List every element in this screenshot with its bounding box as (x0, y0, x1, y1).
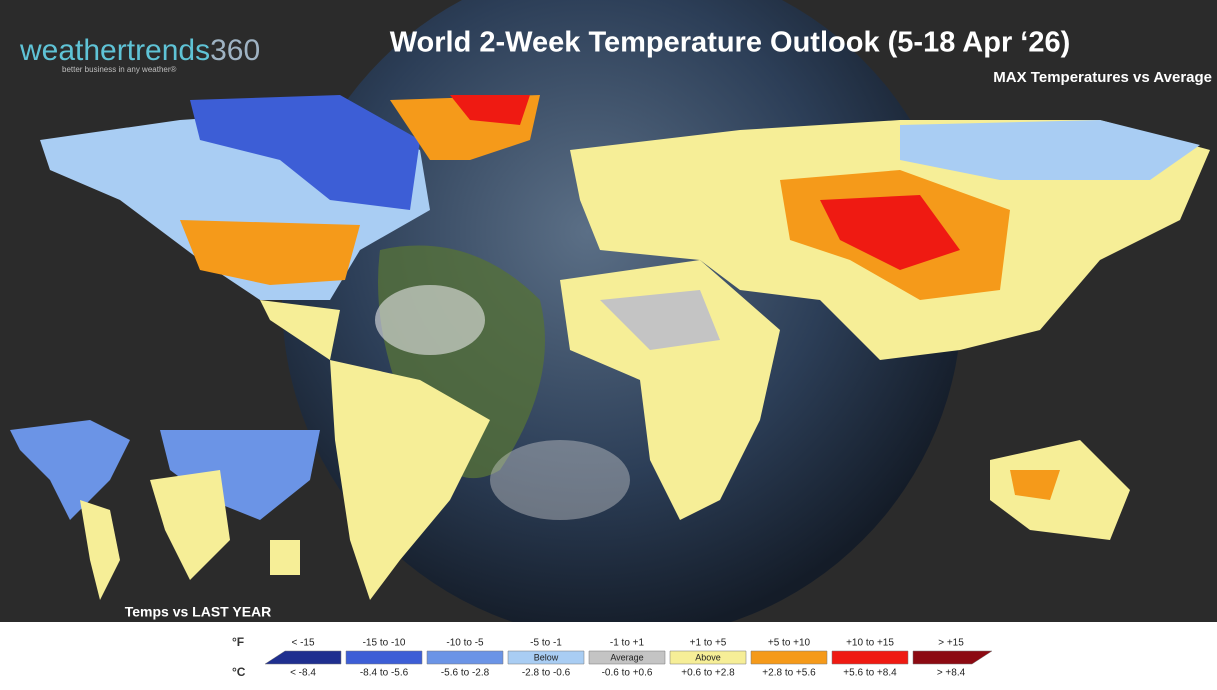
region (160, 430, 320, 520)
legend-swatch (912, 650, 993, 665)
legend-class-label: Average (610, 652, 643, 662)
region (260, 300, 340, 360)
region (450, 95, 530, 125)
region (1010, 470, 1060, 500)
legend-c-label: > +8.4 (937, 668, 966, 679)
region (190, 95, 420, 210)
legend-class-label: Below (534, 652, 559, 662)
legend-f-label: -15 to -10 (363, 638, 406, 649)
legend-swatch (507, 650, 585, 665)
legend: < -15 < -8.4 -15 to -10 -8.4 to -5.6 -10 to … (264, 638, 993, 679)
legend-f-label: +5 to +10 (768, 638, 811, 649)
legend-swatch (345, 650, 423, 665)
inset-label: Temps vs LAST YEAR (125, 604, 272, 620)
region (600, 290, 720, 350)
logo-tagline: better business in any weather® (62, 65, 177, 74)
legend-swatch (669, 650, 747, 665)
region (10, 420, 130, 520)
legend-swatch (264, 650, 342, 665)
logo: weathertrends360 (19, 34, 260, 67)
legend-f-label: -1 to +1 (610, 638, 645, 649)
inset-map (10, 420, 320, 600)
legend-c-label: -8.4 to -5.6 (360, 668, 409, 679)
subtitle: MAX Temperatures vs Average (993, 69, 1212, 86)
legend-c-label: +0.6 to +2.8 (681, 668, 735, 679)
globe-clouds (375, 285, 485, 355)
legend-f-label: +10 to +15 (846, 638, 894, 649)
region (270, 540, 300, 575)
legend-swatch (426, 650, 504, 665)
legend-c-label: +5.6 to +8.4 (843, 668, 897, 679)
region (900, 120, 1200, 180)
legend-swatch (588, 650, 666, 665)
legend-swatch (750, 650, 828, 665)
legend-f-label: < -15 (291, 638, 315, 649)
region (990, 440, 1130, 540)
legend-f-label: -5 to -1 (530, 638, 562, 649)
region (80, 500, 120, 600)
region (150, 470, 230, 580)
legend-c-label: < -8.4 (290, 668, 316, 679)
legend-c-label: -0.6 to +0.6 (602, 668, 653, 679)
legend-c-label: -2.8 to -0.6 (522, 668, 571, 679)
legend-f-label: +1 to +5 (690, 638, 727, 649)
region (560, 260, 780, 520)
region (180, 220, 360, 285)
region (330, 360, 490, 600)
legend-c-label: -5.6 to -2.8 (441, 668, 490, 679)
title: World 2-Week Temperature Outlook (5-18 A… (390, 27, 1071, 59)
legend-unit: °C (232, 665, 246, 679)
legend-unit: °F (232, 635, 244, 649)
globe-clouds (490, 440, 630, 520)
legend-class-label: Above (695, 652, 721, 662)
legend-f-label: -10 to -5 (446, 638, 484, 649)
legend-swatch (831, 650, 909, 665)
map-regions (40, 95, 1210, 600)
legend-f-label: > +15 (938, 638, 964, 649)
legend-c-label: +2.8 to +5.6 (762, 668, 816, 679)
region (820, 195, 960, 270)
logo-number: 360 (210, 34, 260, 67)
logo-brand: weathertrends (19, 34, 210, 67)
